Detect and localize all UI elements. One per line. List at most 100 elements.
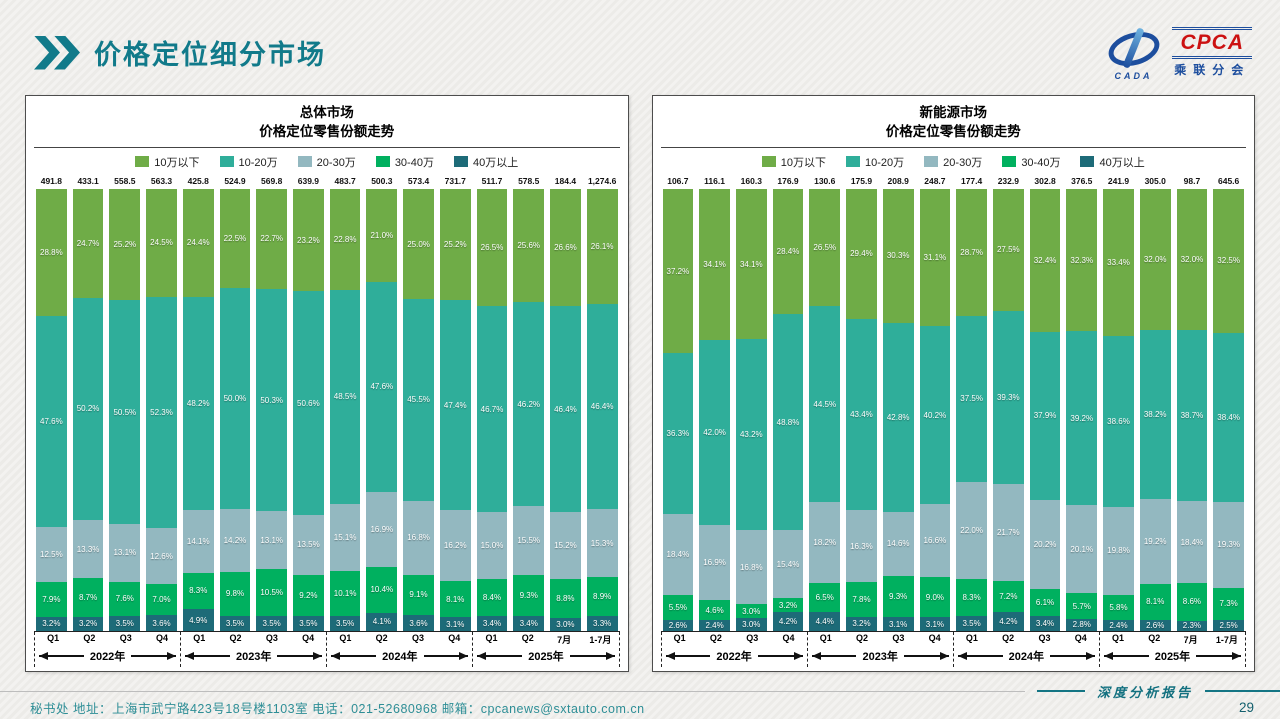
segment-value-label: 7.8% — [852, 595, 871, 605]
bar-segment: 22.0% — [956, 481, 987, 579]
bar-total-label: 184.4 — [554, 175, 577, 186]
bar-segment: 3.0% — [735, 604, 767, 618]
axis-quarter-label: Q3 — [119, 633, 132, 643]
bar-total-label: 731.7 — [444, 175, 466, 186]
bar-segment: 3.3% — [586, 616, 618, 631]
segment-value-label: 50.3% — [260, 395, 284, 405]
bar-segment: 16.2% — [439, 509, 471, 582]
axis-year-group: Q1 Q2 Q3 Q4 2024年 — [326, 632, 472, 667]
legend-label: 30-40万 — [1021, 156, 1061, 169]
bar-segment: 46.2% — [513, 301, 545, 507]
legend-swatch-icon — [135, 156, 150, 168]
segment-value-label: 26.5% — [480, 242, 504, 252]
segment-value-label: 37.5% — [960, 394, 983, 404]
legend-item: 30-40万 — [375, 154, 434, 170]
segment-value-label: 34.1% — [703, 259, 726, 269]
bar-segment: 18.4% — [662, 513, 694, 596]
bar-segment: 2.5% — [1213, 619, 1244, 631]
segment-value-label: 4.2% — [778, 617, 798, 627]
axis-quarter-label: Q1 — [965, 633, 978, 643]
axis-year-label: 2025年 — [1154, 651, 1191, 663]
bar-total-label: 376.5 — [1071, 175, 1093, 186]
segment-value-label: 16.9% — [370, 525, 394, 534]
legend-label: 20-30万 — [943, 156, 983, 169]
bar-segment: 13.1% — [109, 523, 141, 582]
bar-segment: 2.6% — [662, 619, 694, 632]
stacked-bar: 37.2% 36.3% 18.4% 5.5% 2.6% — [662, 188, 694, 632]
bar-total-label: 500.3 — [371, 175, 393, 186]
arrow-left-icon — [957, 651, 1003, 660]
arrow-right-icon — [1050, 651, 1095, 660]
axis-quarter-row: Q1 Q2 Q3 Q4 — [954, 633, 1099, 647]
page-header: 价格定位细分市场 CADA CPCA 乘联分会 — [0, 0, 1280, 95]
bar-segment: 16.9% — [699, 525, 730, 601]
stacked-bar: 29.4% 43.4% 16.3% 7.8% 3.2% — [846, 188, 877, 631]
legend-swatch-icon — [846, 156, 861, 168]
bar-total-label: 241.9 — [1107, 175, 1130, 186]
segment-value-label: 13.1% — [113, 548, 137, 558]
stacked-bar: 32.0% 38.7% 18.4% 8.6% 2.3% — [1176, 188, 1208, 632]
segment-value-label: 38.4% — [1217, 412, 1240, 422]
segment-value-label: 39.3% — [996, 393, 1020, 402]
bar-segment: 5.5% — [662, 595, 694, 620]
bar-segment: 3.5% — [109, 615, 141, 631]
bar-segment: 47.6% — [36, 316, 67, 527]
bar-segment: 3.1% — [882, 617, 914, 631]
bar-segment: 15.3% — [586, 509, 618, 578]
segment-value-label: 18.4% — [666, 550, 690, 559]
report-label: 深度分析报告 — [1096, 684, 1193, 700]
cada-text: CADA — [1114, 70, 1153, 81]
bar-segment: 14.6% — [882, 511, 914, 577]
bar-segment: 45.5% — [403, 299, 434, 501]
axis-quarter-label: Q2 — [709, 633, 722, 643]
bar-segment: 47.4% — [439, 300, 471, 510]
bar-segment: 3.6% — [403, 615, 434, 631]
segment-value-label: 16.3% — [850, 541, 873, 551]
segment-value-label: 43.4% — [850, 410, 873, 420]
segment-value-label: 50.2% — [76, 404, 100, 414]
segment-value-label: 18.2% — [813, 538, 837, 548]
bar-segment: 3.2% — [772, 598, 804, 613]
bar-segment: 27.5% — [992, 188, 1024, 311]
bar-segment: 12.6% — [146, 528, 177, 585]
bar-segment: 5.7% — [1066, 593, 1098, 619]
stacked-bar: 23.2% 50.6% 13.5% 9.2% 3.5% — [293, 188, 324, 632]
chart-legend: 10万以下 10-20万 20-30万 30-40万 40万以上 — [661, 148, 1247, 174]
legend-label: 10-20万 — [865, 156, 905, 169]
bar-total-label: 573.4 — [407, 175, 430, 186]
arrow-left-icon — [811, 651, 857, 660]
arrow-right-icon — [757, 651, 803, 660]
bar-segment: 37.5% — [956, 315, 987, 482]
stacked-bar: 28.8% 47.6% 12.5% 7.9% 3.2% — [36, 188, 67, 632]
bar-segment: 8.4% — [476, 578, 508, 616]
axis-year-arrows: 2023年 — [808, 647, 953, 665]
legend-item: 10-20万 — [219, 154, 278, 170]
axis-quarter-label: Q2 — [521, 633, 534, 643]
segment-value-label: 18.4% — [1180, 537, 1204, 547]
segment-value-label: 9.3% — [519, 590, 538, 600]
bar-segment: 42.0% — [699, 339, 730, 526]
bar-segment: 14.2% — [219, 509, 251, 573]
bar-segment: 9.3% — [882, 576, 914, 618]
segment-value-label: 8.3% — [962, 592, 981, 602]
axis-year-arrows: 2025年 — [1100, 647, 1245, 665]
bar-segment: 16.9% — [366, 492, 398, 567]
segment-value-label: 16.2% — [443, 541, 467, 551]
bar-segment: 2.3% — [1176, 620, 1208, 632]
segment-value-label: 7.3% — [1219, 599, 1238, 609]
segment-value-label: 46.7% — [480, 404, 504, 414]
axis-quarter-row: Q1 Q2 7月 1-7月 — [1100, 633, 1245, 647]
bar-segment: 6.1% — [1029, 588, 1061, 616]
segment-value-label: 47.4% — [443, 400, 467, 410]
bar-segment: 16.6% — [919, 504, 951, 578]
stacked-bar: 32.5% 38.4% 19.3% 7.3% 2.5% — [1213, 188, 1244, 631]
segment-value-label: 15.0% — [480, 541, 504, 551]
segment-value-label: 32.3% — [1070, 255, 1094, 265]
bar-total-label: 491.8 — [40, 175, 62, 186]
stacked-bar: 28.7% 37.5% 22.0% 8.3% 3.5% — [956, 188, 987, 631]
bar-total-label: 116.1 — [704, 175, 725, 186]
segment-value-label: 3.2% — [78, 619, 98, 629]
bar-segment: 3.6% — [146, 615, 177, 631]
segment-value-label: 46.2% — [517, 399, 541, 409]
segment-value-label: 4.1% — [372, 617, 391, 627]
